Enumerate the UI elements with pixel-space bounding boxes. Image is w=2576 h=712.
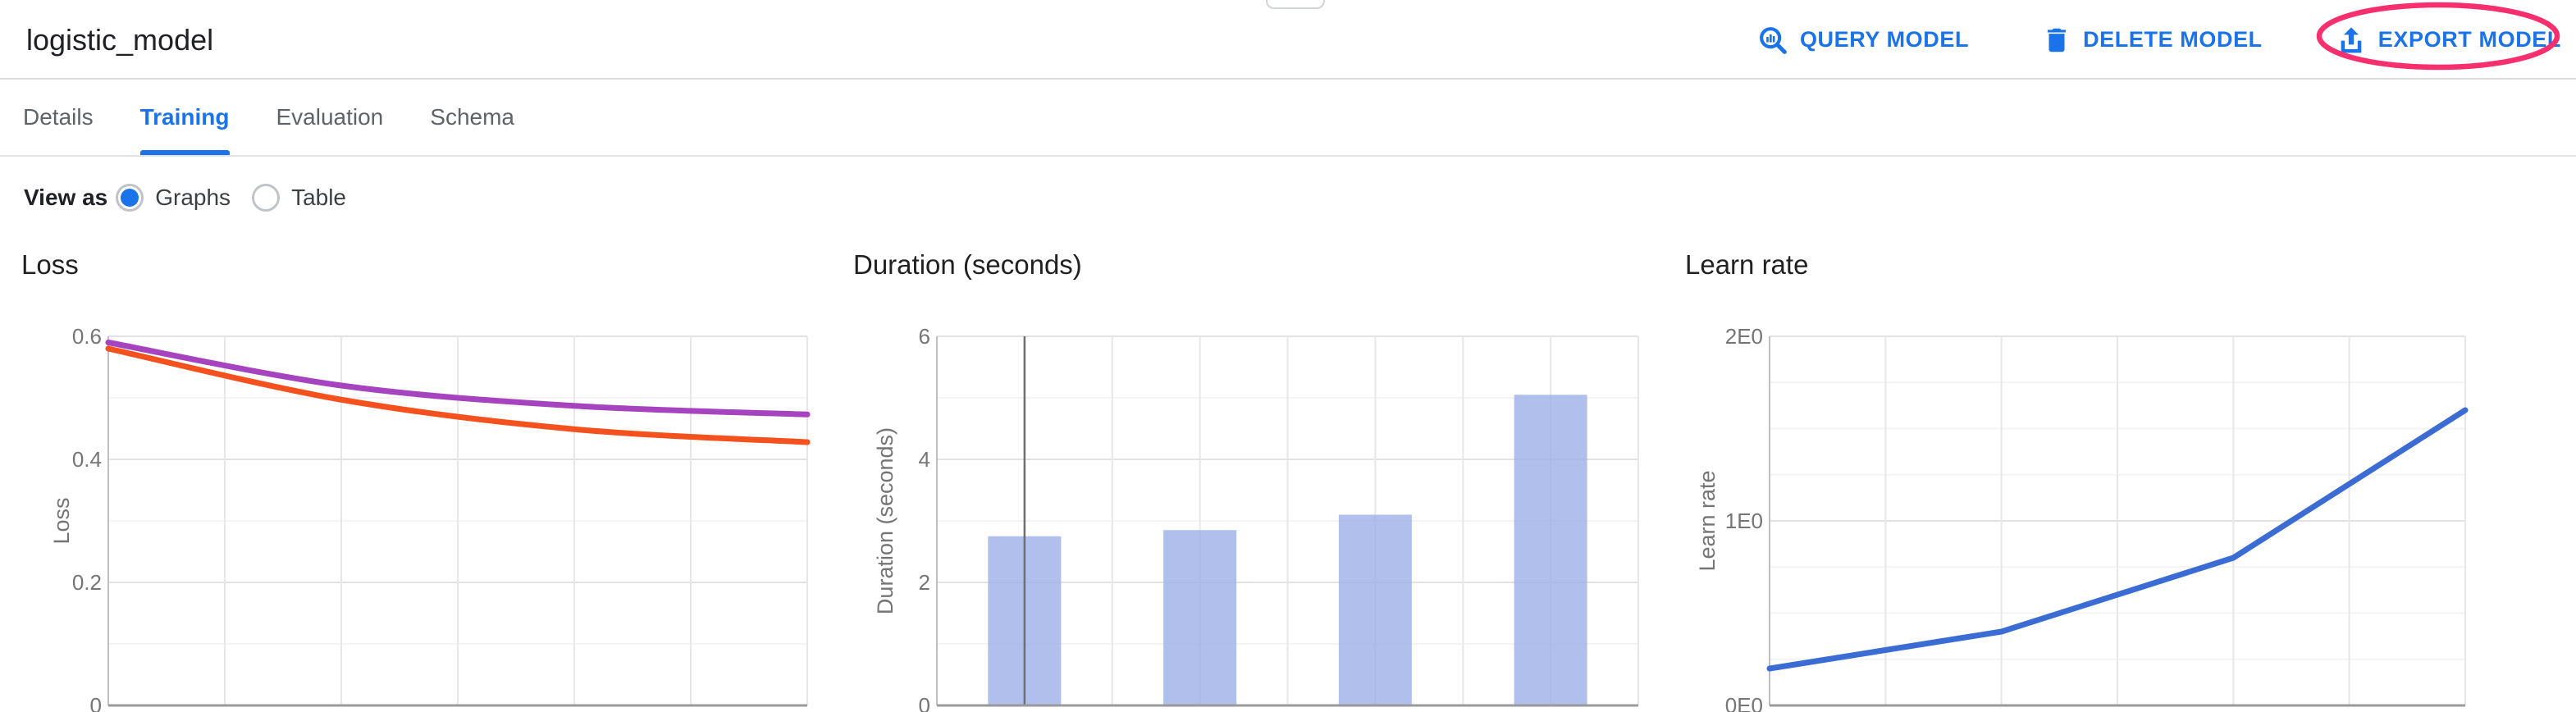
export-model-button[interactable]: EXPORT MODEL (2335, 24, 2561, 57)
tab-details-label: Details (23, 104, 94, 130)
tab-details[interactable]: Details (23, 80, 94, 155)
active-tab-underline (139, 150, 230, 155)
tab-bar: Details Training Evaluation Schema (0, 80, 2576, 157)
radio-table[interactable] (252, 183, 281, 212)
radio-graphs-selected-dot (121, 188, 139, 207)
loss-chart-title: Loss (21, 249, 79, 280)
delete-model-button[interactable]: DELETE MODEL (2041, 25, 2263, 56)
header-action-bar: QUERY MODEL DELETE MODEL EXPORT MODEL (1756, 0, 2561, 80)
query-model-label: QUERY MODEL (1799, 27, 1970, 52)
duration-bar-3[interactable] (1514, 395, 1587, 705)
duration-chart-title: Duration (seconds) (853, 249, 1082, 280)
learn-rate-ytick-label: 2E0 (1725, 324, 1763, 349)
loss-ytick-label: 0 (90, 693, 102, 712)
loss-purple-line[interactable] (105, 340, 811, 418)
tab-training[interactable]: Training (139, 80, 230, 155)
tab-evaluation-label: Evaluation (276, 104, 384, 130)
learn-rate-ytick-label: 1E0 (1725, 509, 1763, 533)
query-model-button[interactable]: QUERY MODEL (1756, 24, 1969, 57)
export-model-label: EXPORT MODEL (2377, 27, 2561, 52)
duration-bar-1[interactable] (1163, 530, 1237, 705)
duration-ytick-label: 4 (919, 447, 930, 472)
duration-bar-2[interactable] (1338, 514, 1412, 706)
trash-icon (2041, 25, 2072, 56)
learn-rate-chart-title: Learn rate (1685, 249, 1809, 280)
loss-orange-line[interactable] (105, 345, 811, 445)
upload-icon (2335, 24, 2368, 57)
view-as-label: View as (24, 184, 108, 210)
learn-rate-y-axis-title: Learn rate (1695, 470, 1720, 571)
radio-table-label[interactable]: Table (291, 184, 346, 210)
learn-rate-chart: 0E0 1E0 2E0 Learn rate (1695, 324, 2469, 712)
delete-model-label: DELETE MODEL (2083, 27, 2263, 52)
tab-training-label: Training (139, 104, 230, 130)
loss-ytick-label: 0.4 (72, 447, 102, 472)
duration-ytick-label: 2 (919, 570, 930, 595)
tab-schema[interactable]: Schema (430, 80, 514, 155)
duration-y-axis-title: Duration (seconds) (873, 427, 897, 614)
learn-rate-learn-rate-line[interactable] (1766, 407, 2469, 672)
duration-chart: 0 2 4 6 Duration (seconds) (873, 324, 1639, 712)
radio-graphs[interactable] (116, 183, 144, 212)
radio-graphs-label[interactable]: Graphs (155, 184, 231, 210)
loss-ytick-label: 0.2 (72, 570, 102, 595)
top-center-chip (1266, 0, 1325, 9)
query-magnifier-chart-icon (1756, 24, 1789, 57)
page-title: logistic_model (26, 23, 214, 57)
duration-ytick-label: 6 (919, 324, 930, 349)
view-as-row: View as Graphs Table (0, 157, 2576, 238)
page-header: logistic_model QUERY MODEL DELETE MODE (0, 0, 2576, 80)
duration-ytick-label: 0 (919, 693, 930, 712)
learn-rate-ytick-label: 0E0 (1725, 693, 1763, 712)
tab-evaluation[interactable]: Evaluation (276, 80, 384, 155)
loss-y-axis-title: Loss (49, 497, 74, 544)
loss-chart: 0 0.2 0.4 0.6 Loss (49, 324, 811, 712)
tab-schema-label: Schema (430, 104, 514, 130)
loss-ytick-label: 0.6 (72, 324, 102, 349)
charts-canvas: 0 0.2 0.4 0.6 Loss 0 2 4 6 Duration (seconds) 0E0 1… (49, 324, 2469, 712)
training-charts-section: Loss Duration (seconds) Learn rate 0 0.2 0… (0, 238, 2576, 712)
